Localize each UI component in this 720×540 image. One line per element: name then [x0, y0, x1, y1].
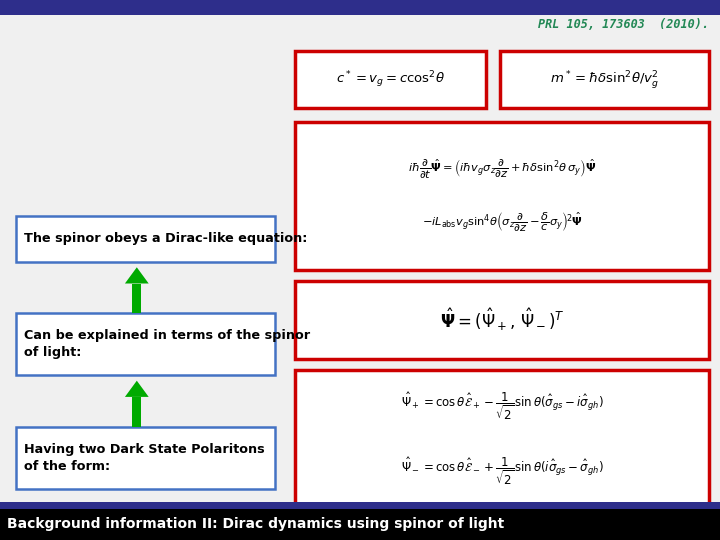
Polygon shape: [125, 381, 149, 397]
FancyBboxPatch shape: [16, 216, 275, 262]
FancyBboxPatch shape: [16, 427, 275, 489]
Text: Having two Dark State Polaritons
of the form:: Having two Dark State Polaritons of the …: [24, 443, 265, 472]
Bar: [0, 509, 720, 540]
Text: The spinor obeys a Dirac-like equation:: The spinor obeys a Dirac-like equation:: [24, 232, 308, 246]
Text: Can be explained in terms of the spinor
of light:: Can be explained in terms of the spinor …: [24, 329, 310, 359]
FancyBboxPatch shape: [295, 370, 709, 508]
FancyBboxPatch shape: [295, 281, 709, 359]
FancyBboxPatch shape: [295, 122, 709, 270]
Text: $i\hbar\dfrac{\partial}{\partial t}\hat{\boldsymbol{\Psi}} = \left(i\hbar v_g \s: $i\hbar\dfrac{\partial}{\partial t}\hat{…: [408, 158, 596, 233]
Text: $m^* = \hbar\delta\sin^2\!\theta/v_g^2$: $m^* = \hbar\delta\sin^2\!\theta/v_g^2$: [550, 69, 660, 91]
Text: $\hat{\Psi}_+ = \cos\theta\hat{\mathcal{E}}_+ - \dfrac{1}{\sqrt{2}}\sin\theta(\h: $\hat{\Psi}_+ = \cos\theta\hat{\mathcal{…: [401, 390, 603, 487]
Text: $\hat{\boldsymbol{\Psi}} = (\hat{\Psi}_+,\, \hat{\Psi}_-)^T$: $\hat{\boldsymbol{\Psi}} = (\hat{\Psi}_+…: [440, 307, 564, 333]
Bar: [132, 397, 142, 427]
FancyBboxPatch shape: [295, 51, 486, 108]
Bar: [0, 502, 720, 509]
Bar: [132, 284, 142, 313]
FancyBboxPatch shape: [500, 51, 709, 108]
Text: $c^* = v_g = c\cos^2\!\theta$: $c^* = v_g = c\cos^2\!\theta$: [336, 69, 445, 90]
Polygon shape: [125, 267, 149, 284]
Bar: [0, 0, 720, 15]
FancyBboxPatch shape: [16, 313, 275, 375]
Text: Background information II: Dirac dynamics using spinor of light: Background information II: Dirac dynamic…: [7, 517, 505, 531]
Text: PRL 105, 173603  (2010).: PRL 105, 173603 (2010).: [539, 18, 709, 31]
